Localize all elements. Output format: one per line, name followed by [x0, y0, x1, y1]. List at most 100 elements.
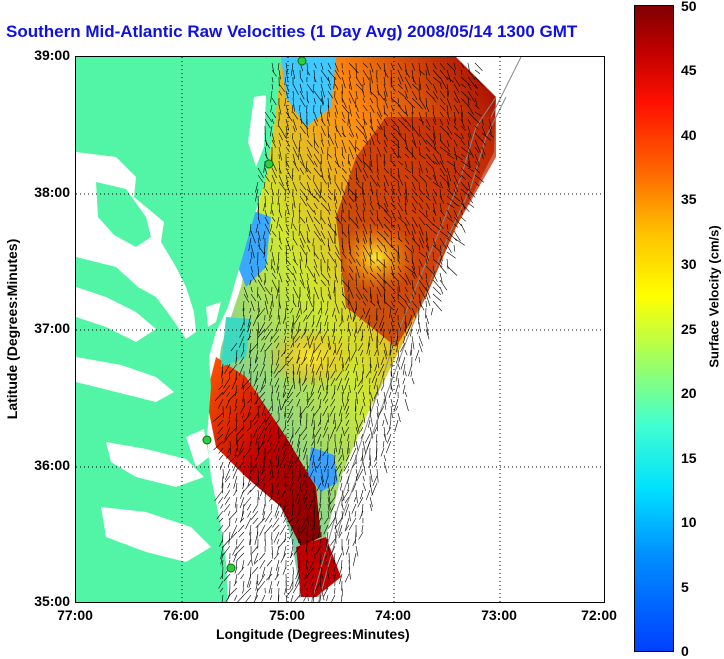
velocity-arrow	[284, 328, 287, 335]
velocity-arrow	[258, 398, 266, 408]
y-tick-label: 39:00	[34, 47, 70, 63]
velocity-arrow	[300, 524, 308, 534]
velocity-arrow	[348, 258, 352, 264]
velocity-arrow	[278, 230, 281, 240]
velocity-arrow	[369, 293, 373, 303]
velocity-arrow	[318, 538, 322, 551]
velocity-arrow	[311, 405, 315, 412]
velocity-arrow	[303, 594, 308, 602]
velocity-arrow	[294, 426, 301, 435]
velocity-arrow	[376, 356, 380, 369]
velocity-arrow	[285, 209, 287, 217]
colorbar-tick-label: 45	[681, 62, 697, 78]
velocity-arrow	[299, 90, 305, 100]
velocity-arrow	[350, 447, 357, 461]
velocity-arrow	[355, 104, 359, 112]
velocity-arrow	[285, 174, 289, 185]
velocity-arrow	[474, 146, 480, 154]
velocity-arrow	[327, 265, 331, 271]
colorbar	[634, 5, 674, 652]
velocity-arrow	[242, 447, 252, 460]
velocity-arrow	[299, 405, 308, 417]
velocity-arrow	[355, 132, 359, 139]
velocity-arrow	[271, 251, 276, 266]
velocity-arrow	[313, 503, 315, 518]
velocity-arrow	[275, 356, 280, 366]
velocity-arrow	[397, 167, 400, 178]
velocity-arrow	[285, 230, 290, 236]
velocity-arrow	[239, 496, 245, 509]
velocity-arrow	[277, 265, 280, 274]
velocity-arrow	[220, 573, 224, 580]
velocity-arrow	[383, 62, 387, 77]
velocity-arrow	[383, 118, 388, 126]
velocity-arrow	[327, 489, 331, 504]
velocity-arrow	[245, 594, 252, 602]
velocity-arrow	[324, 398, 329, 404]
velocity-arrow	[311, 545, 315, 552]
velocity-arrow	[324, 475, 329, 488]
velocity-arrow	[383, 223, 392, 233]
velocity-arrow	[394, 419, 399, 433]
velocity-arrow	[320, 62, 324, 70]
velocity-arrow	[333, 475, 336, 485]
velocity-arrow	[397, 132, 406, 142]
velocity-arrow	[418, 97, 427, 110]
velocity-arrow	[259, 363, 266, 377]
velocity-arrow	[439, 181, 444, 189]
velocity-arrow	[418, 195, 424, 203]
velocity-arrow	[317, 307, 322, 315]
velocity-arrow	[264, 111, 273, 123]
velocity-arrow	[228, 454, 238, 464]
velocity-arrow	[474, 118, 480, 124]
velocity-arrow	[271, 111, 277, 119]
velocity-arrow	[293, 314, 301, 326]
velocity-arrow	[320, 90, 324, 105]
velocity-arrow	[335, 370, 343, 381]
velocity-arrow	[376, 90, 385, 101]
velocity-arrow	[231, 524, 238, 538]
velocity-arrow	[327, 503, 330, 512]
velocity-arrow	[356, 468, 364, 481]
velocity-arrow	[460, 174, 466, 180]
velocity-arrow	[218, 447, 224, 454]
velocity-arrow	[224, 468, 231, 480]
velocity-arrow	[460, 160, 471, 169]
velocity-arrow	[488, 118, 493, 129]
velocity-arrow	[439, 272, 443, 283]
velocity-arrow	[319, 447, 322, 462]
velocity-arrow	[234, 573, 238, 584]
velocity-arrow	[376, 244, 383, 253]
velocity-arrow	[305, 566, 315, 579]
velocity-arrow	[255, 181, 259, 193]
velocity-arrow	[234, 594, 238, 601]
velocity-arrow	[369, 468, 373, 482]
velocity-arrow	[334, 419, 336, 429]
velocity-arrow	[257, 195, 259, 210]
velocity-arrow	[411, 181, 416, 190]
velocity-arrow	[276, 258, 280, 270]
velocity-arrow	[264, 328, 273, 340]
velocity-arrow	[264, 286, 272, 295]
velocity-arrow	[296, 356, 301, 363]
velocity-arrow	[303, 447, 308, 460]
velocity-arrow	[341, 594, 343, 602]
velocity-arrow	[348, 223, 350, 234]
velocity-arrow	[378, 363, 385, 376]
velocity-arrow	[411, 279, 414, 289]
velocity-arrow	[432, 188, 438, 196]
velocity-arrow	[261, 335, 266, 341]
velocity-arrow	[271, 384, 274, 394]
velocity-arrow	[355, 90, 358, 100]
velocity-arrow	[292, 209, 294, 218]
velocity-arrow	[307, 328, 315, 341]
velocity-arrow	[362, 412, 366, 424]
velocity-arrow	[404, 174, 409, 180]
velocity-arrow	[218, 524, 224, 532]
velocity-arrow	[308, 496, 315, 510]
velocity-arrow	[317, 384, 322, 394]
velocity-arrow	[376, 118, 383, 131]
velocity-arrow	[390, 300, 395, 308]
velocity-arrow	[369, 223, 372, 233]
velocity-arrow	[243, 587, 252, 596]
